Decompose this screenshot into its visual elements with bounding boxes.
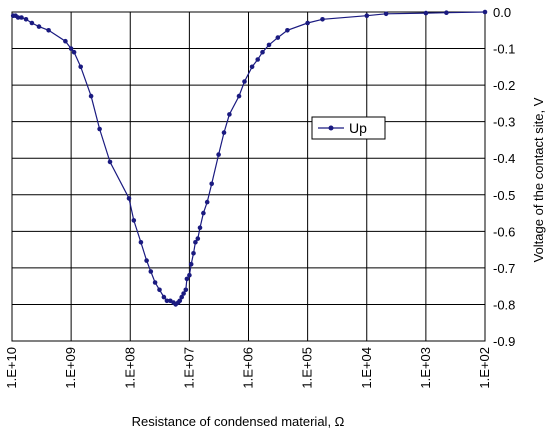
data-point bbox=[423, 10, 429, 16]
legend-box bbox=[311, 116, 386, 140]
data-point bbox=[179, 294, 184, 300]
data-point bbox=[131, 218, 137, 223]
data-point bbox=[88, 93, 94, 99]
data-point bbox=[97, 126, 102, 132]
y-axis-title: Voltage of the contact site, V bbox=[531, 97, 546, 262]
y-tick-label: -0.7 bbox=[493, 261, 515, 276]
y-tick-label: -0.3 bbox=[493, 115, 515, 130]
data-point bbox=[183, 287, 189, 293]
data-point bbox=[148, 269, 154, 274]
data-point bbox=[242, 79, 247, 84]
data-point bbox=[68, 46, 74, 51]
data-point bbox=[364, 13, 370, 18]
data-point bbox=[320, 17, 325, 22]
plot-area-frame bbox=[11, 11, 486, 342]
x-tick-label: 1.E+10 bbox=[4, 347, 19, 389]
data-point bbox=[19, 15, 24, 20]
data-point bbox=[260, 49, 265, 55]
data-point bbox=[482, 9, 488, 15]
data-point bbox=[138, 240, 144, 245]
data-point bbox=[193, 240, 198, 245]
data-point bbox=[184, 276, 190, 282]
data-point bbox=[78, 64, 83, 70]
data-point bbox=[201, 210, 206, 216]
x-tick-label: 1.E+02 bbox=[477, 347, 492, 389]
data-point bbox=[275, 35, 281, 40]
data-point bbox=[191, 251, 196, 256]
series-points-up bbox=[10, 9, 488, 307]
data-point bbox=[249, 64, 255, 70]
data-point bbox=[71, 49, 77, 55]
x-tick-label: 1.E+04 bbox=[359, 347, 374, 389]
data-point bbox=[63, 38, 68, 44]
data-point bbox=[177, 298, 183, 304]
data-point bbox=[204, 199, 210, 205]
data-point bbox=[383, 11, 389, 17]
data-point bbox=[255, 57, 260, 62]
data-point bbox=[195, 236, 201, 241]
data-point bbox=[197, 225, 203, 230]
data-point bbox=[188, 261, 194, 267]
y-tick-label: -0.8 bbox=[493, 297, 515, 312]
data-point bbox=[126, 196, 132, 201]
legend: Up bbox=[311, 116, 386, 140]
data-point bbox=[144, 258, 149, 263]
x-tick-label: 1.E+06 bbox=[241, 347, 256, 389]
legend-marker-icon bbox=[328, 125, 334, 131]
data-point bbox=[181, 291, 186, 296]
y-tick-label: -0.1 bbox=[493, 42, 515, 57]
data-point bbox=[221, 130, 227, 135]
data-point bbox=[29, 20, 35, 26]
y-tick-label: -0.5 bbox=[493, 188, 515, 203]
data-point bbox=[46, 28, 51, 33]
data-point bbox=[227, 112, 232, 117]
data-point bbox=[266, 42, 272, 48]
y-tick-label: -0.9 bbox=[493, 334, 515, 349]
data-point bbox=[164, 298, 170, 304]
data-point bbox=[36, 24, 42, 29]
y-tick-label: 0.0 bbox=[493, 5, 511, 20]
data-point bbox=[23, 17, 29, 22]
data-point bbox=[187, 272, 192, 278]
data-point bbox=[236, 93, 242, 99]
y-tick-labels: 0.0 -0.1 -0.2 -0.3 -0.4 -0.5 -0.6 -0.7 -0.8 -0.9 bbox=[493, 5, 515, 349]
data-point bbox=[305, 20, 310, 26]
x-tick-label: 1.E+07 bbox=[181, 347, 196, 389]
x-tick-label: 1.E+03 bbox=[418, 347, 433, 389]
y-tick-label: -0.6 bbox=[493, 224, 515, 239]
x-tick-label: 1.E+09 bbox=[63, 347, 78, 389]
y-tick-label: -0.2 bbox=[493, 78, 515, 93]
x-tick-label: 1.E+08 bbox=[122, 347, 137, 389]
data-point bbox=[161, 294, 167, 300]
data-point bbox=[216, 152, 221, 157]
x-tick-labels: 1.E+10 1.E+09 1.E+08 1.E+07 1.E+06 1.E+05 1.E+… bbox=[4, 347, 492, 389]
data-point bbox=[209, 181, 214, 187]
data-point bbox=[444, 10, 449, 15]
x-tick-label: 1.E+05 bbox=[300, 347, 315, 389]
data-point bbox=[285, 28, 290, 33]
legend-label-up: Up bbox=[349, 120, 367, 136]
grid bbox=[11, 11, 486, 342]
data-point bbox=[157, 287, 162, 293]
data-point bbox=[15, 15, 21, 20]
data-point bbox=[107, 159, 113, 165]
x-axis-title: Resistance of condensed material, Ω bbox=[132, 414, 345, 429]
data-point bbox=[152, 280, 158, 285]
y-tick-label: -0.4 bbox=[493, 151, 515, 166]
